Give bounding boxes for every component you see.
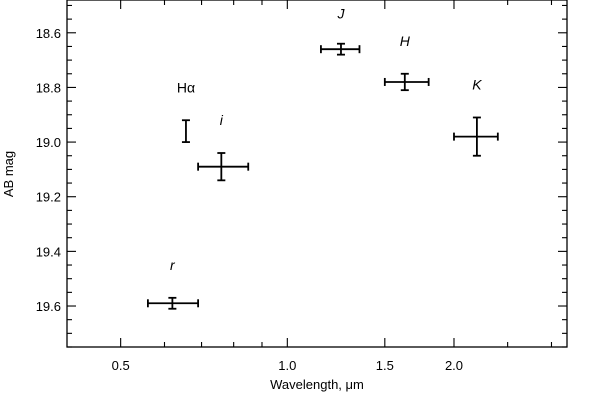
data-point: Hα	[177, 79, 195, 143]
point-label: H	[400, 33, 411, 49]
plot-frame	[66, 0, 568, 348]
data-point: r	[147, 257, 199, 310]
data-point: i	[197, 112, 250, 182]
y-tick-label: 19.6	[36, 299, 61, 314]
tick-labels: 0.5 1.0 1.5 2.0 18.6 18.8 19.0 19.2 19.4 19.6	[36, 26, 463, 373]
y-tick-label: 19.0	[36, 135, 61, 150]
point-label: Hα	[177, 79, 195, 95]
y-tick-label: 19.2	[36, 190, 61, 205]
point-label: i	[220, 112, 224, 128]
x-tick-label: 1.0	[278, 358, 296, 373]
point-label: K	[472, 77, 482, 93]
x-axis-label: Wavelength, μm	[270, 377, 364, 392]
x-tick-label: 2.0	[445, 358, 463, 373]
data-points: r Hα i J H K	[147, 6, 499, 310]
y-tick-label: 18.6	[36, 26, 61, 41]
axis-ticks	[67, 0, 567, 348]
point-label: J	[336, 6, 345, 22]
data-point: H	[383, 33, 430, 92]
y-tick-label: 18.8	[36, 80, 61, 95]
data-point: J	[320, 6, 361, 56]
x-tick-label: 0.5	[112, 358, 130, 373]
y-axis-label: AB mag	[1, 151, 16, 197]
y-tick-label: 19.4	[36, 244, 61, 259]
point-label: r	[170, 257, 176, 273]
x-tick-label: 1.5	[376, 358, 394, 373]
data-point: K	[453, 77, 499, 157]
